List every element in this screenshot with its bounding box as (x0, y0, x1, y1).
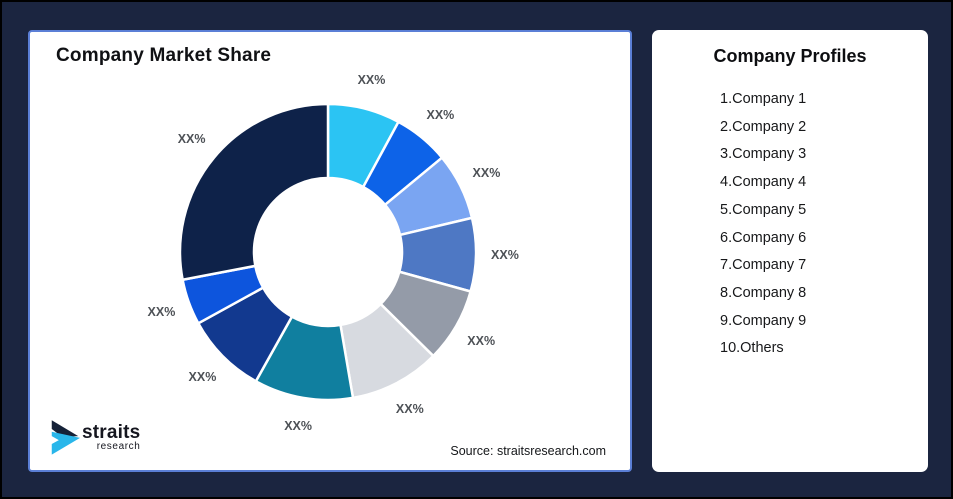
company-profile-item: 10.Others (720, 340, 784, 357)
donut-segment-label-7: XX% (284, 419, 313, 434)
company-profile-item: 4.Company 4 (720, 174, 807, 191)
company-profile-item: 5.Company 5 (720, 201, 807, 218)
straits-research-logo: straits research (50, 418, 140, 456)
donut-chart (178, 102, 478, 402)
donut-segment-label-10: XX% (177, 132, 206, 147)
company-profile-item: 9.Company 9 (720, 312, 807, 329)
company-profile-item: 3.Company 3 (720, 146, 807, 163)
company-profile-item: 2.Company 2 (720, 118, 807, 135)
donut-segment-label-5: XX% (467, 333, 496, 348)
profiles-title: Company Profiles (713, 46, 867, 66)
company-profile-item: 8.Company 8 (720, 284, 807, 301)
logo-sub-text: research (96, 440, 141, 452)
donut-chart-area: XX% XX% XX% XX% XX% XX% XX% XX% XX% XX% (30, 32, 630, 470)
company-profile-item: 6.Company 6 (720, 229, 807, 246)
company-profiles-card: Company Profiles 1.Company 1 2.Company 2… (652, 30, 928, 472)
donut-segment-label-3: XX% (472, 166, 501, 181)
logo-brand-text: straits (82, 421, 141, 443)
donut-segment-label-2: XX% (426, 108, 455, 123)
donut-segment-10 (178, 102, 330, 281)
company-profile-item: 7.Company 7 (720, 257, 807, 274)
donut-segment-label-8: XX% (188, 369, 217, 384)
company-profile-item: 1.Company 1 (720, 91, 807, 107)
donut-segment-label-4: XX% (491, 248, 519, 263)
logo-text: straits research (82, 421, 141, 452)
market-share-card: Company Market Share XX% XX% XX% XX% XX% XX% X… (28, 30, 632, 472)
donut-segment-label-9: XX% (147, 304, 176, 319)
donut-segment-label-6: XX% (395, 401, 424, 416)
straits-logo-icon (51, 420, 80, 455)
chart-title: Company Market Share (56, 45, 272, 66)
source-note: Source: straitsresearch.com (450, 444, 606, 458)
company-profiles-list: 1.Company 1 2.Company 2 3.Company 3 4.Co… (720, 86, 806, 363)
donut-segment-label-1: XX% (357, 73, 386, 88)
